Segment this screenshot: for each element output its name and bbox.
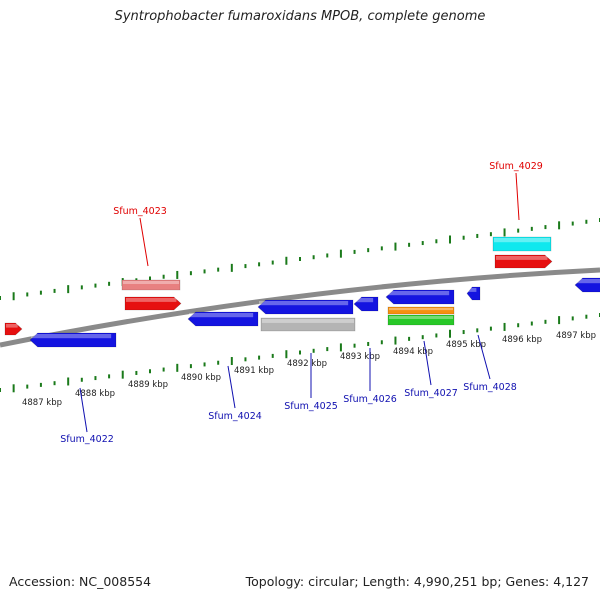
kbp-label: 4887 kbp — [22, 398, 62, 408]
feature-layer — [4, 236, 600, 348]
gene-feature-highlight — [576, 279, 600, 284]
gene-feature-blue — [353, 296, 379, 312]
gene-feature-red — [4, 322, 23, 336]
gene-label: Sfum_4027 — [404, 388, 458, 399]
genome-backbone — [0, 267, 600, 348]
gene-feature-highlight — [389, 308, 453, 311]
kbp-label: 4890 kbp — [181, 373, 221, 383]
gene-leader-line — [423, 340, 432, 386]
gene-feature-red — [124, 296, 182, 311]
kbp-label: 4892 kbp — [287, 359, 327, 369]
kbp-label: 4896 kbp — [502, 335, 542, 345]
gene-leader-line — [79, 387, 88, 433]
gene-feature-orange — [387, 306, 455, 315]
gene-feature-highlight — [6, 324, 18, 328]
gene-feature-blue — [29, 332, 117, 348]
kbp-label: 4893 kbp — [340, 352, 380, 362]
gene-feature-highlight — [31, 334, 112, 339]
gene-feature-gray — [260, 317, 356, 332]
gene-feature-blue — [385, 289, 455, 305]
gene-feature-highlight — [496, 256, 548, 260]
kbp-label: 4888 kbp — [75, 389, 115, 399]
gene-feature-highlight — [387, 291, 450, 296]
kbp-label: 4891 kbp — [234, 366, 274, 376]
gene-feature-highlight — [259, 301, 349, 306]
gene-feature-highlight — [355, 298, 374, 303]
gene-label: Sfum_4026 — [343, 394, 397, 405]
gene-feature-green — [387, 314, 455, 326]
kbp-label: 4889 kbp — [128, 380, 168, 390]
gene-feature-cyan — [492, 236, 552, 252]
kbp-label: 4897 kbp — [556, 331, 596, 341]
gene-feature-red — [494, 254, 553, 269]
gene-feature-blue — [574, 277, 600, 293]
gene-label: Sfum_4023 — [113, 206, 167, 217]
gene-label: Sfum_4025 — [284, 401, 338, 412]
genome-title: Syntrophobacter fumaroxidans MPOB, compl… — [114, 9, 486, 24]
gene-feature-highlight — [494, 238, 550, 243]
gene-feature-highlight — [262, 319, 354, 323]
gene-feature-blue — [466, 286, 481, 301]
gene-label: Sfum_4029 — [489, 161, 543, 172]
gene-feature-highlight — [189, 313, 254, 318]
gene-feature-blue — [257, 299, 354, 315]
kbp-label: 4894 kbp — [393, 347, 433, 357]
accession-label: Accession: NC_008554 — [9, 574, 152, 589]
label-layer: 4887 kbp 4888 kbp 4889 kbp 4890 kbp 4891 kbp… — [22, 161, 596, 445]
gene-leader-line — [139, 217, 149, 267]
gene-leader-line — [227, 365, 236, 409]
gene-feature-pink — [121, 279, 181, 291]
gene-leader-line — [515, 172, 520, 221]
gene-feature-highlight — [389, 316, 453, 319]
genome-summary: Topology: circular; Length: 4,990,251 bp… — [245, 574, 589, 589]
gene-feature-highlight — [126, 298, 177, 302]
gene-leader-line — [477, 334, 491, 380]
kbp-label: 4895 kbp — [446, 340, 486, 350]
gene-label: Sfum_4024 — [208, 411, 262, 422]
gene-feature-blue — [187, 311, 259, 327]
gene-label: Sfum_4028 — [463, 382, 517, 393]
gene-feature-highlight — [468, 288, 477, 292]
gene-feature-highlight — [123, 281, 179, 284]
gene-label: Sfum_4022 — [60, 434, 114, 445]
